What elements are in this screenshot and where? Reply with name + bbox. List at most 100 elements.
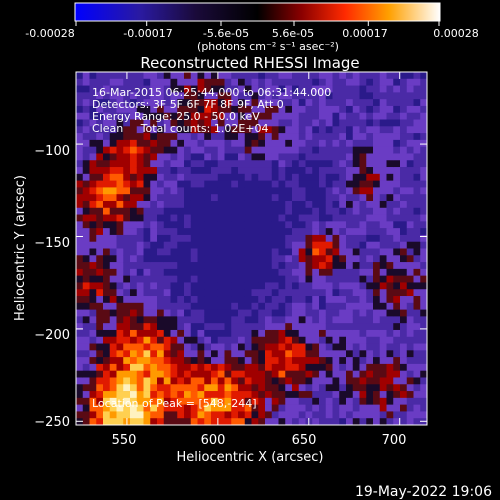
heatmap-cell: [359, 268, 367, 276]
heatmap-cell: [352, 350, 360, 358]
heatmap-cell: [217, 316, 225, 324]
heatmap-cell: [251, 85, 259, 93]
heatmap-cell: [177, 214, 185, 222]
heatmap-cell: [386, 391, 394, 399]
heatmap-cell: [393, 282, 401, 290]
heatmap-cell: [231, 336, 239, 344]
heatmap-cell: [244, 187, 252, 195]
heatmap-cell: [406, 384, 414, 392]
heatmap-cell: [109, 296, 117, 304]
heatmap-cell: [103, 377, 111, 385]
heatmap-cell: [170, 194, 178, 202]
heatmap-cell: [143, 255, 151, 263]
heatmap-cell: [285, 167, 293, 175]
heatmap-cell: [332, 363, 340, 371]
heatmap-cell: [278, 72, 286, 80]
heatmap-cell: [298, 214, 306, 222]
heatmap-cell: [103, 187, 111, 195]
heatmap-cell: [346, 85, 354, 93]
heatmap-cell: [157, 133, 165, 141]
heatmap-cell: [373, 323, 381, 331]
heatmap-cell: [271, 268, 279, 276]
heatmap-cell: [163, 72, 171, 80]
heatmap-cell: [143, 329, 151, 338]
heatmap-cell: [251, 200, 259, 209]
heatmap-cell: [359, 200, 367, 209]
heatmap-cell: [211, 85, 219, 93]
heatmap-cell: [244, 221, 252, 229]
heatmap-cell: [184, 194, 192, 202]
heatmap-cell: [231, 99, 239, 107]
heatmap-cell: [157, 343, 165, 351]
heatmap-cell: [325, 336, 333, 344]
heatmap-cell: [116, 153, 124, 161]
heatmap-cell: [197, 194, 205, 202]
heatmap-cell: [103, 275, 111, 283]
heatmap-cell: [177, 370, 185, 378]
heatmap-cell: [244, 329, 252, 338]
heatmap-cell: [251, 139, 259, 147]
heatmap-cell: [224, 350, 232, 358]
heatmap-cell: [109, 336, 117, 344]
heatmap-cell: [177, 289, 185, 297]
heatmap-cell: [130, 119, 138, 127]
heatmap-cell: [123, 316, 131, 324]
heatmap-cell: [258, 343, 266, 351]
heatmap-cell: [143, 153, 151, 161]
heatmap-cell: [116, 363, 124, 371]
heatmap-cell: [359, 194, 367, 202]
heatmap-cell: [406, 78, 414, 86]
heatmap-cell: [271, 180, 279, 188]
heatmap-cell: [82, 153, 90, 161]
heatmap-cell: [217, 384, 225, 392]
heatmap-cell: [190, 133, 198, 141]
heatmap-cell: [211, 282, 219, 290]
heatmap-cell: [251, 167, 259, 175]
heatmap-cell: [224, 370, 232, 378]
heatmap-cell: [265, 363, 273, 371]
heatmap-cell: [244, 418, 252, 426]
heatmap-cell: [197, 262, 205, 270]
heatmap-cell: [224, 228, 232, 236]
heatmap-cell: [352, 384, 360, 392]
heatmap-cell: [366, 255, 374, 263]
heatmap-cell: [251, 302, 259, 310]
heatmap-cell: [285, 370, 293, 378]
heatmap-cell: [379, 391, 387, 399]
heatmap-cell: [244, 411, 252, 419]
heatmap-cell: [170, 112, 178, 120]
heatmap-cell: [312, 316, 320, 324]
heatmap-cell: [224, 160, 232, 168]
heatmap-cell: [157, 92, 165, 100]
heatmap-cell: [150, 350, 158, 358]
heatmap-cell: [76, 78, 84, 86]
heatmap-cell: [177, 146, 185, 154]
heatmap-cell: [332, 139, 340, 147]
heatmap-cell: [352, 329, 360, 338]
heatmap-cell: [292, 153, 300, 161]
heatmap-cell: [177, 248, 185, 256]
heatmap-cell: [305, 126, 313, 134]
heatmap-cell: [109, 404, 117, 412]
heatmap-cell: [197, 391, 205, 399]
heatmap-cell: [123, 268, 131, 276]
heatmap-cell: [89, 167, 97, 175]
heatmap-cell: [285, 126, 293, 134]
heatmap-cell: [244, 92, 252, 100]
heatmap-cell: [157, 329, 165, 338]
heatmap-cell: [211, 323, 219, 331]
heatmap-cell: [285, 275, 293, 283]
heatmap-cell: [130, 316, 138, 324]
heatmap-cell: [319, 160, 327, 168]
heatmap-cell: [258, 187, 266, 195]
heatmap-cell: [157, 302, 165, 310]
heatmap-cell: [400, 72, 408, 80]
heatmap-cell: [258, 289, 266, 297]
heatmap-cell: [217, 343, 225, 351]
heatmap-cell: [163, 357, 171, 365]
colorbar-tick-label: 0.00028: [433, 27, 479, 40]
heatmap-cell: [109, 275, 117, 283]
heatmap-cell: [400, 207, 408, 215]
heatmap-cell: [379, 228, 387, 236]
